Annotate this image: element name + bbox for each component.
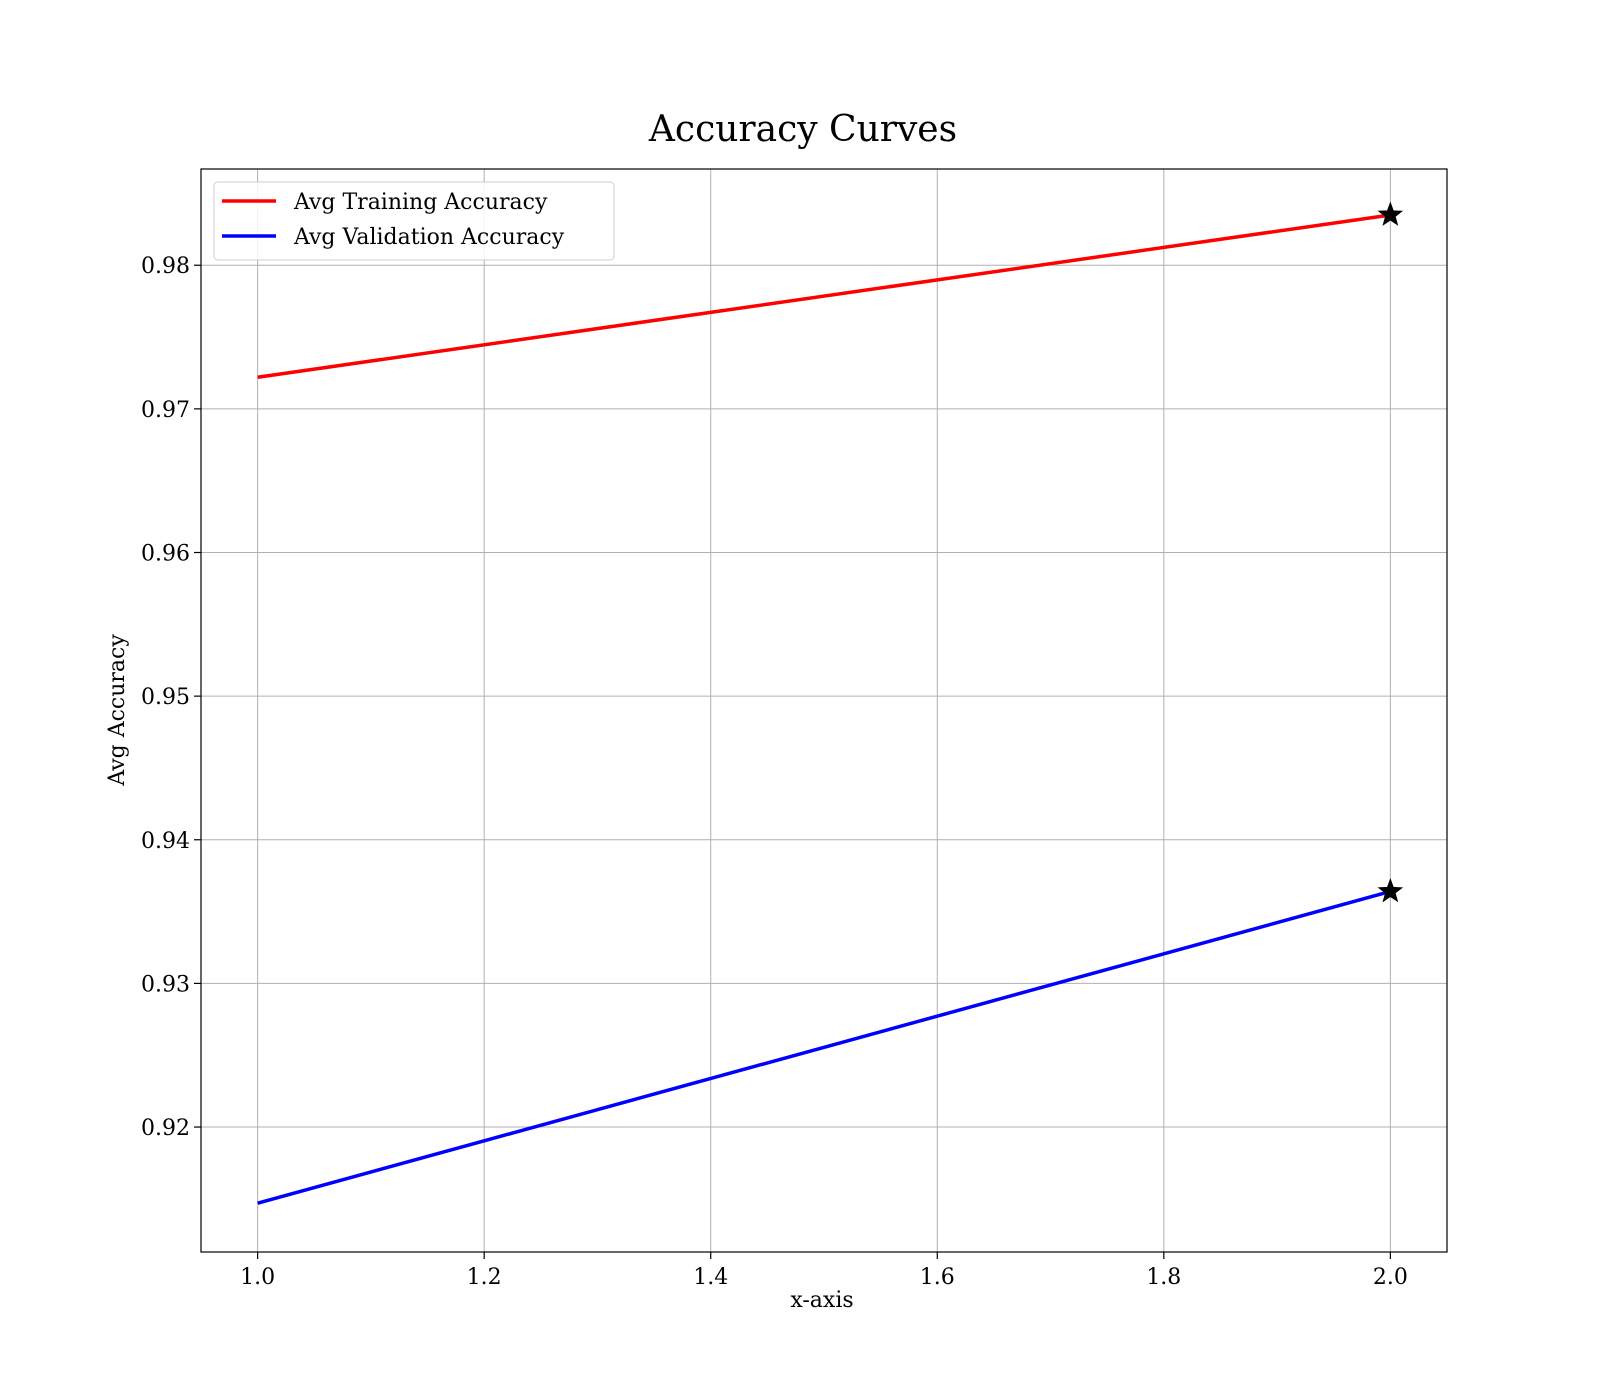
y-tick-label: 0.97	[141, 398, 190, 423]
y-axis-label: Avg Accuracy	[105, 634, 130, 787]
y-tick-label: 0.96	[141, 542, 190, 567]
axis-ticks: 1.0 1.2 1.4 1.6 1.8 2.0 0.92 0.93 0.94 0.95 0.96 0.…	[141, 254, 1408, 1290]
grid-lines	[201, 169, 1447, 1252]
x-axis-label: x-axis	[790, 1288, 853, 1313]
x-tick-label: 1.4	[693, 1265, 728, 1290]
legend-label-validation: Avg Validation Accuracy	[293, 225, 565, 250]
chart-title: Accuracy Curves	[648, 109, 957, 150]
y-tick-label: 0.94	[141, 829, 190, 854]
best-star-marker-0	[1377, 201, 1404, 226]
x-tick-label: 1.8	[1146, 1265, 1181, 1290]
legend-box	[213, 181, 615, 261]
legend: Avg Training Accuracy Avg Validation Acc…	[213, 181, 615, 261]
y-tick-label: 0.98	[141, 254, 190, 279]
x-tick-label: 2.0	[1373, 1265, 1408, 1290]
legend-label-training: Avg Training Accuracy	[293, 190, 548, 215]
best-star-marker-1	[1377, 878, 1404, 903]
x-tick-label: 1.6	[920, 1265, 955, 1290]
x-tick-label: 1.2	[467, 1265, 502, 1290]
y-tick-label: 0.93	[141, 972, 190, 997]
best-markers	[1377, 201, 1404, 903]
series-line-0	[257, 213, 1391, 380]
series-line-1	[257, 889, 1391, 1205]
x-tick-label: 1.0	[240, 1265, 275, 1290]
plot-frame	[200, 168, 1448, 1253]
y-tick-label: 0.95	[141, 685, 190, 710]
y-tick-label: 0.92	[141, 1116, 190, 1141]
